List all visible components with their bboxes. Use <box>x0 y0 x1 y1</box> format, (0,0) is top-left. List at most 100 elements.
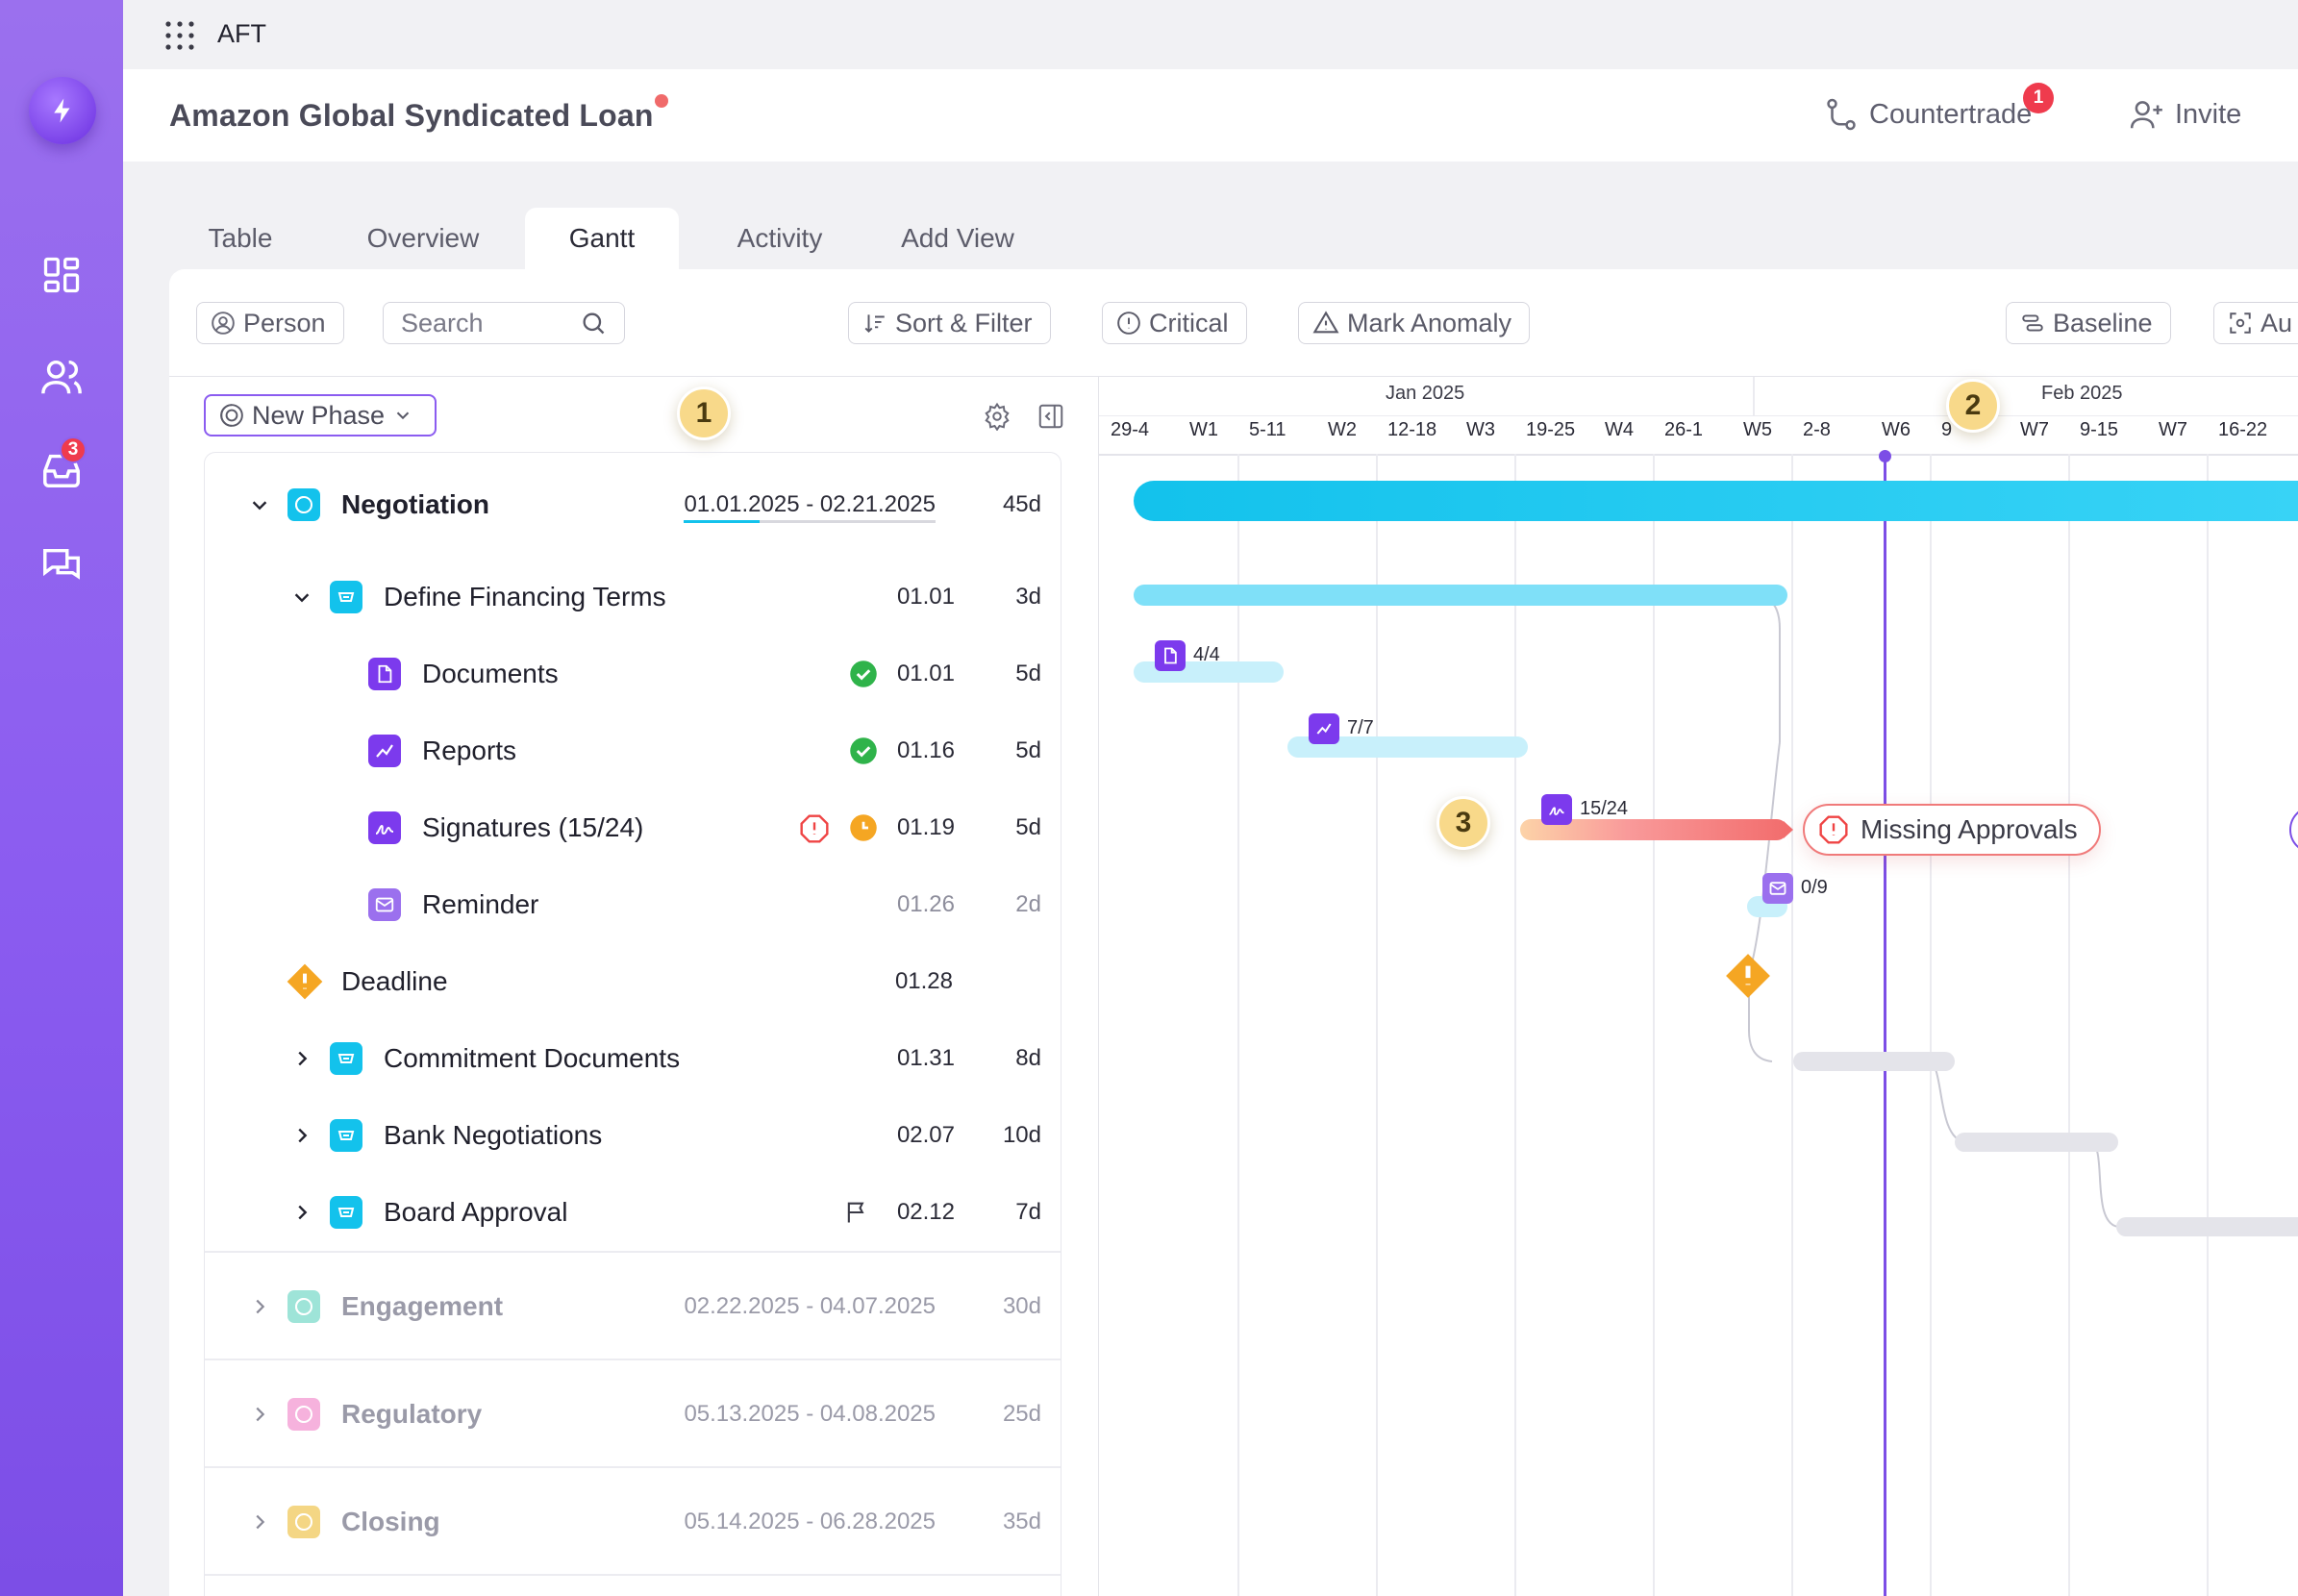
gantt-bar-bank-negotiations[interactable] <box>1955 1133 2118 1152</box>
check-circle-icon <box>849 660 878 693</box>
phase-row-regulatory[interactable]: Regulatory 05.13.2025 - 04.08.2025 25d <box>205 1385 1061 1443</box>
phase-icon <box>220 404 243 427</box>
search-placeholder: Search <box>401 308 484 337</box>
alert-octagon-icon <box>1819 815 1848 844</box>
chat-icon[interactable] <box>35 538 88 592</box>
tab-overview[interactable]: Overview <box>366 223 480 253</box>
bar-arrow <box>1784 821 1793 838</box>
mark-anomaly-button[interactable]: Mark Anomaly <box>1298 302 1531 344</box>
app-logo[interactable] <box>29 77 96 144</box>
task-list-pane: New Phase 1 Negotiation 01.01.2025 - 02.… <box>169 377 1098 1596</box>
focus-icon <box>2230 312 2251 334</box>
phase-row-closing[interactable]: Closing 05.14.2025 - 06.28.2025 35d <box>205 1493 1061 1551</box>
week-label: 9 <box>1941 419 1953 440</box>
week-label: W7 <box>2159 419 2187 440</box>
row-date: 02.12 <box>896 1199 955 1225</box>
anomaly-label: Missing Approvals <box>1861 814 2078 844</box>
invite-button[interactable]: Invite <box>2129 96 2241 133</box>
task-row-signatures[interactable]: Signatures (15/24) 01.19 5d <box>205 799 1061 857</box>
gantt-bar-negotiation[interactable] <box>1134 481 2298 521</box>
phase-row-negotiation[interactable]: Negotiation 01.01.2025 - 02.21.2025 45d <box>205 476 1061 534</box>
apps-grid-icon[interactable] <box>165 21 194 55</box>
reports-count: 7/7 <box>1347 717 1374 738</box>
countertrade-label: Countertrade <box>1869 98 2033 130</box>
search-icon <box>583 312 605 335</box>
countertrade-button[interactable]: Countertrade 1 <box>1823 83 2054 133</box>
person-filter-button[interactable]: Person <box>196 302 344 344</box>
grid-line <box>1237 454 1239 1596</box>
chevron-right-icon[interactable] <box>249 1511 270 1533</box>
gantt-bar-commitment-documents[interactable] <box>1793 1052 1955 1071</box>
warning-diamond-icon <box>286 962 324 1006</box>
gantt-bar-reports[interactable] <box>1287 736 1528 758</box>
inbox-icon[interactable]: 3 <box>35 436 88 496</box>
row-duration: 5d <box>1015 814 1041 840</box>
top-strip: AFT <box>123 0 2298 69</box>
tab-gantt[interactable]: Gantt <box>525 208 679 269</box>
chevron-right-icon[interactable] <box>249 1404 270 1425</box>
settings-icon[interactable] <box>983 402 1012 436</box>
chevron-right-icon[interactable] <box>291 1048 312 1069</box>
chart-line-icon <box>1309 713 1339 744</box>
critical-button[interactable]: Critical <box>1102 302 1247 344</box>
row-duration: 35d <box>1002 1509 1041 1534</box>
auto-button[interactable]: Au <box>2213 302 2298 344</box>
row-duration: 5d <box>1015 737 1041 763</box>
chevron-right-icon[interactable] <box>291 1125 312 1146</box>
header-divider <box>1099 415 2298 416</box>
grid-line <box>1930 454 1932 1596</box>
milestone-row-deadline[interactable]: Deadline 01.28 <box>205 953 1061 1010</box>
phase-row-engagement[interactable]: Engagement 02.22.2025 - 04.07.2025 30d <box>205 1278 1061 1335</box>
grid-line <box>1514 454 1516 1596</box>
row-duration: 2d <box>1015 891 1041 917</box>
dashboard-icon[interactable] <box>35 248 88 302</box>
chevron-right-icon[interactable] <box>291 1202 312 1223</box>
row-date-range: 05.14.2025 - 06.28.2025 <box>684 1509 936 1534</box>
group-icon <box>330 1042 362 1075</box>
row-duration: 45d <box>1002 491 1041 517</box>
tab-add-view[interactable]: Add View <box>901 223 1014 253</box>
week-label: 9-15 <box>2080 419 2119 440</box>
users-icon[interactable] <box>35 350 88 404</box>
deadline-milestone[interactable] <box>1724 952 1772 1005</box>
month-divider <box>1753 377 1755 415</box>
sort-icon <box>864 314 885 334</box>
row-label: Negotiation <box>341 489 489 519</box>
baseline-button[interactable]: Baseline <box>2006 302 2171 344</box>
new-phase-dropdown[interactable]: New Phase <box>204 394 437 436</box>
bolt-icon <box>54 98 70 123</box>
tab-activity[interactable]: Activity <box>737 223 823 253</box>
search-input[interactable]: Search <box>383 302 625 344</box>
group-row-commitment-documents[interactable]: Commitment Documents 01.31 8d <box>205 1030 1061 1087</box>
today-line <box>1884 452 1886 1596</box>
grid-line <box>1376 454 1378 1596</box>
group-row-board-approval[interactable]: Board Approval 02.12 7d <box>205 1184 1061 1241</box>
collapse-panel-icon[interactable] <box>1037 402 1065 436</box>
missing-approvals-badge[interactable]: Missing Approvals <box>1803 804 2101 856</box>
gantt-bar-signatures[interactable] <box>1520 819 1787 840</box>
group-row-define-financing-terms[interactable]: Define Financing Terms 01.01 3d <box>205 568 1061 626</box>
tab-table[interactable]: Table <box>208 223 273 253</box>
group-row-bank-negotiations[interactable]: Bank Negotiations 02.07 10d <box>205 1107 1061 1164</box>
sort-filter-button[interactable]: Sort & Filter <box>848 302 1051 344</box>
today-marker <box>1879 450 1891 462</box>
row-label: Board Approval <box>384 1197 568 1227</box>
task-row-reminder[interactable]: Reminder 01.26 2d <box>205 876 1061 934</box>
chevron-down-icon[interactable] <box>249 494 270 515</box>
documents-count: 4/4 <box>1193 644 1220 665</box>
group-icon <box>330 1196 362 1229</box>
warning-triangle-icon <box>1312 311 1339 334</box>
gantt-bar-define-financing-terms[interactable] <box>1134 585 1787 606</box>
row-duration: 8d <box>1015 1045 1041 1071</box>
chevron-down-icon[interactable] <box>291 586 312 608</box>
gantt-bar-board-approval[interactable] <box>2116 1217 2298 1236</box>
chevron-right-icon[interactable] <box>249 1296 270 1317</box>
row-duration: 7d <box>1015 1199 1041 1225</box>
baseline-icon <box>2022 314 2043 332</box>
person-label: Person <box>243 308 326 337</box>
task-row-reports[interactable]: Reports 01.16 5d <box>205 722 1061 780</box>
row-date-range: 02.22.2025 - 04.07.2025 <box>684 1293 936 1319</box>
week-label: 29-4 <box>1111 419 1150 440</box>
phase-progress-fill <box>684 520 760 523</box>
task-row-documents[interactable]: Documents 01.01 5d <box>205 645 1061 703</box>
